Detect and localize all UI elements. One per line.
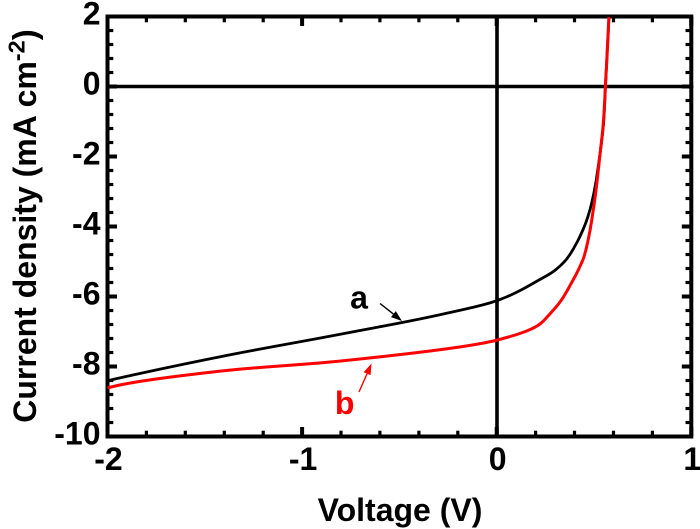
svg-text:a: a (350, 280, 368, 316)
svg-text:Voltage (V): Voltage (V) (318, 492, 483, 528)
svg-text:b: b (335, 385, 355, 421)
svg-text:-2: -2 (72, 136, 100, 172)
svg-text:1: 1 (683, 441, 700, 477)
svg-text:-8: -8 (72, 346, 100, 382)
svg-text:Current density (mA cm-2): Current density (mA cm-2) (4, 29, 44, 422)
svg-text:0: 0 (489, 441, 507, 477)
svg-text:-2: -2 (94, 441, 122, 477)
svg-text:0: 0 (83, 66, 101, 102)
svg-text:2: 2 (83, 0, 101, 32)
svg-text:-6: -6 (72, 276, 100, 312)
svg-text:-4: -4 (72, 206, 101, 242)
svg-text:-1: -1 (289, 441, 317, 477)
svg-text:-10: -10 (54, 416, 100, 452)
